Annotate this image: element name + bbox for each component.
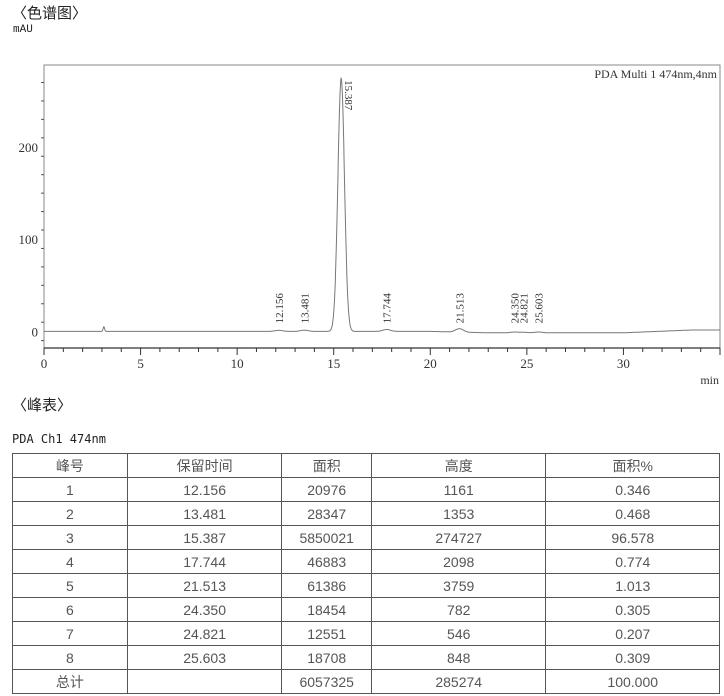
peak-label: 17.744 <box>382 293 394 324</box>
table-row: 8 25.603 18708 848 0.309 <box>12 645 720 670</box>
table-row: 1 12.156 20976 1161 0.346 <box>12 477 720 502</box>
table-cell: 0.305 <box>545 597 720 622</box>
table-cell: 0.468 <box>545 501 720 526</box>
table-row: 2 13.481 28347 1353 0.468 <box>12 501 720 526</box>
table-cell: 总计 <box>12 669 128 694</box>
peak-label: 24.350 <box>509 293 521 324</box>
legend-label: PDA Multi 1 474nm,4nm <box>594 67 717 81</box>
table-cell: 18708 <box>281 645 372 670</box>
table-cell: 285274 <box>370 669 547 694</box>
x-tick-label: 20 <box>424 356 437 371</box>
table-cell: 96.578 <box>545 525 720 550</box>
table-row: 6 24.350 18454 782 0.305 <box>12 597 720 622</box>
table-cell: 12.156 <box>126 477 283 502</box>
chart-title: 〈色谱图〉 <box>12 4 88 22</box>
table-row: 4 17.744 46883 2098 0.774 <box>12 549 720 574</box>
x-tick-label: 25 <box>520 356 533 371</box>
table-cell: 782 <box>370 597 547 622</box>
peak-label: 15.387 <box>342 80 354 111</box>
table-cell: 28347 <box>281 501 372 526</box>
table-cell: 25.603 <box>126 645 283 670</box>
table-cell: 1 <box>12 477 128 502</box>
table-cell: 0.309 <box>545 645 720 670</box>
table-cell: 20976 <box>281 477 372 502</box>
total-row: 总计 6057325 285274 100.000 <box>12 669 720 694</box>
y-tick-label: 100 <box>19 232 39 247</box>
x-axis-label: min <box>700 373 719 387</box>
table-cell: 1161 <box>370 477 547 502</box>
table-cell: 61386 <box>281 573 372 598</box>
table-cell: 848 <box>370 645 547 670</box>
table-cell: 6 <box>12 597 128 622</box>
table-cell: 100.000 <box>545 669 720 694</box>
table-cell: 18454 <box>281 597 372 622</box>
table-cell: 5850021 <box>281 525 372 550</box>
peak-label: 12.156 <box>274 293 286 324</box>
table-cell: 13.481 <box>126 501 283 526</box>
table-cell: 0.207 <box>545 621 720 646</box>
channel-label: PDA Ch1 474nm <box>12 432 106 446</box>
table-cell: 15.387 <box>126 525 283 550</box>
table-cell: 24.821 <box>126 621 283 646</box>
table-cell: 17.744 <box>126 549 283 574</box>
table-row: 5 21.513 61386 3759 1.013 <box>12 573 720 598</box>
table-cell: 274727 <box>370 525 547 550</box>
chromatogram-trace <box>44 76 720 334</box>
table-cell: 1.013 <box>545 573 720 598</box>
x-tick-label: 10 <box>231 356 244 371</box>
column-header: 峰号 <box>12 453 128 478</box>
column-header: 面积 <box>281 453 372 478</box>
table-cell: 7 <box>12 621 128 646</box>
peak-label: 24.821 <box>518 293 530 323</box>
table-cell <box>126 669 283 694</box>
table-cell: 6057325 <box>281 669 372 694</box>
table-row: 7 24.821 12551 546 0.207 <box>12 621 720 646</box>
y-axis-unit: mAU <box>13 24 33 36</box>
table-cell: 12551 <box>281 621 372 646</box>
table-header-row: 峰号 保留时间 面积 高度 面积% <box>12 453 720 478</box>
column-header: 高度 <box>370 453 547 478</box>
x-tick-label: 30 <box>617 356 630 371</box>
table-cell: 0.774 <box>545 549 720 574</box>
table-cell: 546 <box>370 621 547 646</box>
column-header: 保留时间 <box>126 453 283 478</box>
table-cell: 0.346 <box>545 477 720 502</box>
table-cell: 24.350 <box>126 597 283 622</box>
table-cell: 2098 <box>370 549 547 574</box>
table-cell: 46883 <box>281 549 372 574</box>
y-tick-label: 0 <box>32 324 39 339</box>
table-title: 〈峰表〉 <box>12 396 73 414</box>
table-cell: 5 <box>12 573 128 598</box>
x-tick-label: 5 <box>137 356 144 371</box>
peak-label: 21.513 <box>455 293 467 324</box>
table-row: 3 15.387 5850021 274727 96.578 <box>12 525 720 550</box>
peak-label: 13.481 <box>299 293 311 323</box>
table-cell: 21.513 <box>126 573 283 598</box>
peak-table: 峰号 保留时间 面积 高度 面积% 1 12.156 20976 1161 0.346 2 13.4… <box>12 453 720 694</box>
table-cell: 3 <box>12 525 128 550</box>
x-tick-label: 15 <box>327 356 340 371</box>
column-header: 面积% <box>545 453 720 478</box>
table-cell: 1353 <box>370 501 547 526</box>
table-cell: 8 <box>12 645 128 670</box>
table-cell: 3759 <box>370 573 547 598</box>
x-tick-label: 0 <box>41 356 48 371</box>
table-cell: 2 <box>12 501 128 526</box>
y-tick-label: 200 <box>19 140 39 155</box>
peak-label: 25.603 <box>534 293 546 324</box>
chromatogram: 0 5 10 15 20 25 30 0 100 200 min PDA Multi 1 474nm,… <box>19 64 721 387</box>
table-cell: 4 <box>12 549 128 574</box>
